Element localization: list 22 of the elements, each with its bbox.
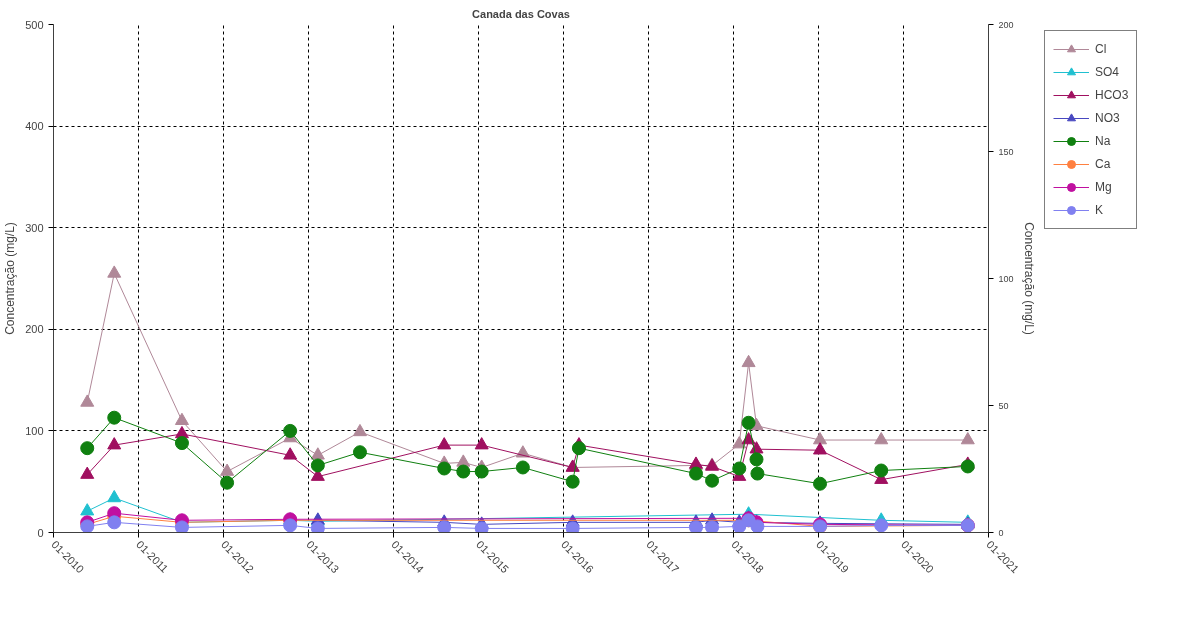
y-tick-label: 0 bbox=[37, 526, 44, 539]
y-axis-title: Concentração (mg/L) bbox=[3, 222, 18, 335]
y2-tick-label: 0 bbox=[998, 527, 1004, 538]
legend-label: K bbox=[1095, 203, 1104, 217]
legend-label: Ca bbox=[1095, 157, 1112, 171]
y-tick-label: 200 bbox=[25, 323, 44, 336]
y2-tick-label: 150 bbox=[998, 146, 1014, 157]
legend-label: NO3 bbox=[1095, 111, 1120, 125]
y2-tick-label: 100 bbox=[998, 273, 1014, 284]
y-tick-label: 100 bbox=[25, 424, 44, 437]
y2-tick-label: 50 bbox=[998, 400, 1009, 411]
legend-label: Mg bbox=[1095, 180, 1113, 194]
legend-label: HCO3 bbox=[1095, 88, 1129, 102]
legend-label: SO4 bbox=[1095, 65, 1120, 79]
y-tick-label: 300 bbox=[25, 221, 44, 234]
y2-axis-title: Concentração (mg/L) bbox=[1021, 222, 1036, 335]
legend-label: Cl bbox=[1095, 42, 1108, 56]
chart-title: Canada das Covas bbox=[472, 7, 570, 20]
legend-label: Na bbox=[1095, 134, 1112, 148]
y2-tick-label: 200 bbox=[998, 19, 1014, 30]
y-tick-label: 500 bbox=[25, 18, 44, 31]
y-tick-label: 400 bbox=[25, 120, 44, 133]
